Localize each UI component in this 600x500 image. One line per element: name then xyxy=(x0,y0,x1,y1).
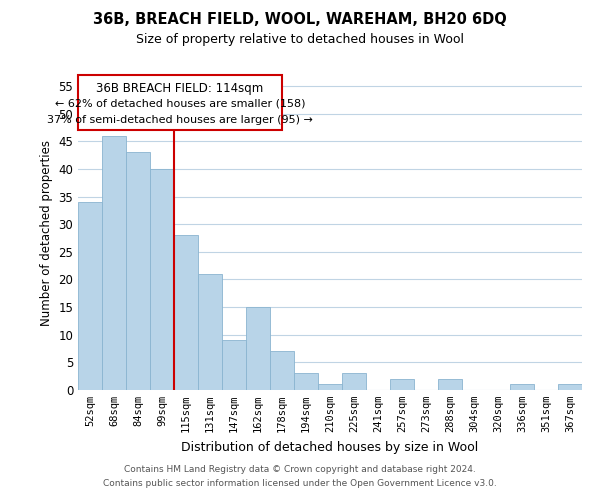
Bar xyxy=(246,307,270,390)
Bar xyxy=(318,384,342,390)
Text: 37% of semi-detached houses are larger (95) →: 37% of semi-detached houses are larger (… xyxy=(47,115,313,125)
Bar xyxy=(270,352,294,390)
Bar xyxy=(558,384,582,390)
Text: 36B, BREACH FIELD, WOOL, WAREHAM, BH20 6DQ: 36B, BREACH FIELD, WOOL, WAREHAM, BH20 6… xyxy=(93,12,507,28)
Text: Size of property relative to detached houses in Wool: Size of property relative to detached ho… xyxy=(136,32,464,46)
Bar xyxy=(198,274,222,390)
Bar xyxy=(150,169,174,390)
Text: Contains HM Land Registry data © Crown copyright and database right 2024.
Contai: Contains HM Land Registry data © Crown c… xyxy=(103,466,497,487)
Bar xyxy=(390,379,414,390)
Bar xyxy=(222,340,246,390)
Bar xyxy=(174,236,198,390)
X-axis label: Distribution of detached houses by size in Wool: Distribution of detached houses by size … xyxy=(181,440,479,454)
Bar xyxy=(438,379,462,390)
Bar xyxy=(342,374,366,390)
Bar xyxy=(78,202,102,390)
Bar xyxy=(294,374,318,390)
Text: ← 62% of detached houses are smaller (158): ← 62% of detached houses are smaller (15… xyxy=(55,98,305,108)
Bar xyxy=(102,136,126,390)
Bar xyxy=(126,152,150,390)
FancyBboxPatch shape xyxy=(78,75,282,130)
Bar xyxy=(510,384,534,390)
Text: 36B BREACH FIELD: 114sqm: 36B BREACH FIELD: 114sqm xyxy=(97,82,263,94)
Y-axis label: Number of detached properties: Number of detached properties xyxy=(40,140,53,326)
